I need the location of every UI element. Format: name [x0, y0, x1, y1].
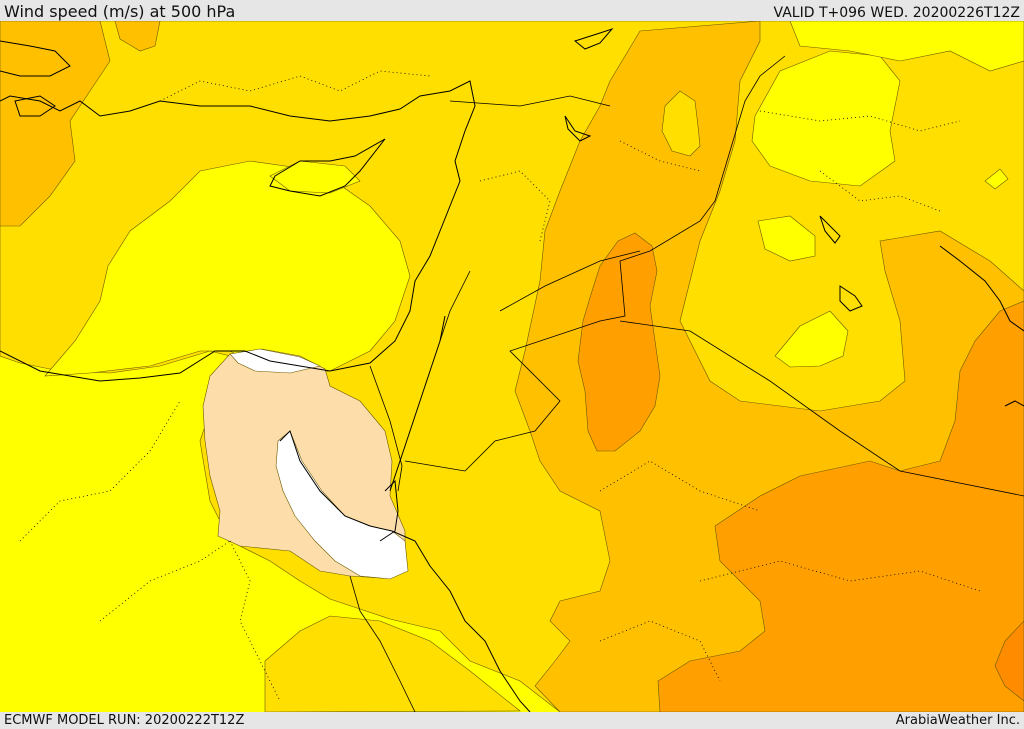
valid-time: VALID T+096 WED. 20200226T12Z [773, 5, 1020, 21]
contour-amber-nw [0, 21, 111, 227]
contour-amber-top [114, 21, 161, 52]
contour-yellow-blob1 [757, 215, 816, 262]
contour-orange-se [657, 300, 1024, 712]
borders [349, 55, 1024, 712]
footer-bar: ECMWF MODEL RUN: 20200222T12Z ArabiaWeat… [0, 712, 1024, 729]
map-canvas [0, 21, 1024, 712]
contour-white-gulf [275, 430, 409, 580]
contour-yellow-med [44, 160, 411, 377]
model-run-label: ECMWF MODEL RUN: 20200222T12Z [4, 713, 245, 728]
contour-yellow-blob2 [774, 310, 849, 368]
contour-white-north [229, 348, 321, 374]
credit-label: ArabiaWeather Inc. [895, 713, 1020, 728]
chart-title: Wind speed (m/s) at 500 hPa [4, 2, 236, 21]
contour-gold-hole [661, 90, 701, 157]
contour-yellow-topright [789, 21, 1024, 72]
coastlines [0, 27, 1024, 712]
contour-gold-south [264, 615, 521, 712]
contour-yellow-blob3 [984, 168, 1009, 190]
contour-orange-core [577, 232, 661, 452]
contour-yellow-ne [751, 50, 901, 187]
province-borders [19, 70, 981, 702]
header-bar: Wind speed (m/s) at 500 hPa VALID T+096 … [0, 0, 1024, 21]
contour-dark-orange [994, 620, 1024, 702]
wind-speed-map[interactable] [0, 21, 1024, 712]
